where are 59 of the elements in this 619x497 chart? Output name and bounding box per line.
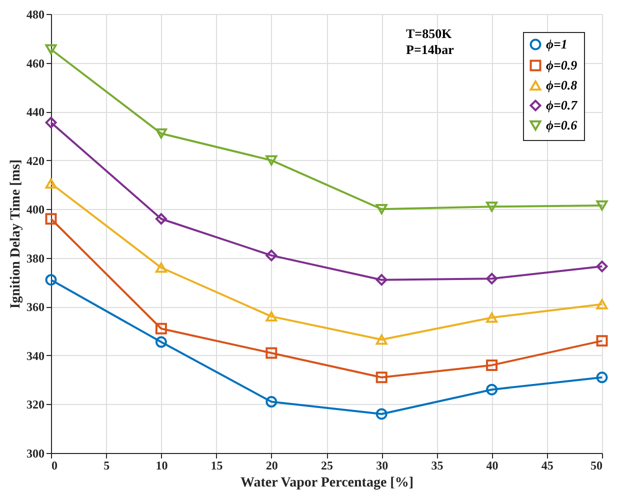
x-tick-label: 20: [266, 458, 278, 472]
point: [376, 204, 388, 214]
point: [155, 336, 167, 348]
x-tick-label: 5: [104, 458, 110, 472]
legend-label: ϕ=0.8: [546, 78, 578, 92]
point: [45, 116, 57, 128]
point: [155, 262, 167, 273]
point: [486, 202, 498, 212]
x-axis-title: Water Vapor Percentage [%]: [240, 476, 414, 490]
point: [266, 396, 278, 408]
x-tick-label: 40: [486, 458, 498, 472]
x-tick-label: 45: [541, 458, 554, 472]
y-tick-label: 440: [26, 105, 44, 120]
y-tick-label: 380: [26, 251, 44, 266]
x-tick-label: 15: [210, 458, 223, 472]
y-tick-label: 340: [26, 348, 44, 363]
legend-label: ϕ=0.6: [546, 118, 578, 132]
point: [486, 272, 498, 284]
y-tick-label: 300: [26, 446, 44, 460]
point: [596, 260, 608, 272]
legend-label: ϕ=0.9: [546, 58, 578, 72]
point: [376, 408, 388, 420]
point: [376, 334, 388, 345]
point: [155, 128, 167, 139]
y-tick-label: 320: [26, 398, 44, 412]
point: [376, 274, 388, 286]
point: [486, 359, 498, 371]
point: [596, 335, 608, 347]
x-tick-label: 10: [156, 458, 168, 472]
y-tick-label: 480: [26, 8, 44, 22]
annotation: T=850K P=14bar: [406, 26, 454, 57]
point: [266, 155, 278, 166]
point: [486, 312, 498, 323]
point: [266, 250, 278, 262]
point: [596, 200, 608, 211]
y-tick-label: 460: [26, 56, 44, 70]
x-tick-label: 50: [590, 458, 602, 472]
y-tick-label: 360: [26, 300, 44, 314]
point: [486, 384, 498, 396]
y-tick-label: 400: [26, 202, 44, 217]
point: [266, 311, 278, 322]
x-tick-label: 30: [376, 458, 388, 472]
point: [155, 322, 167, 334]
y-tick-label: 420: [26, 154, 44, 168]
point: [45, 213, 57, 225]
x-tick-label: 25: [321, 458, 333, 472]
point: [596, 299, 608, 310]
y-axis-title: Ignition Delay Time [ms]: [8, 159, 24, 309]
point: [45, 274, 57, 286]
x-tick-label: 0: [52, 458, 58, 472]
legend-label: ϕ=1: [546, 36, 568, 52]
point: [45, 44, 57, 54]
point: [266, 347, 278, 359]
point: [376, 372, 388, 384]
point: [155, 213, 167, 225]
point: [596, 372, 608, 384]
x-tick-label: 35: [431, 458, 444, 472]
point: [45, 178, 57, 189]
legend-label: ϕ=0.7: [546, 98, 578, 112]
